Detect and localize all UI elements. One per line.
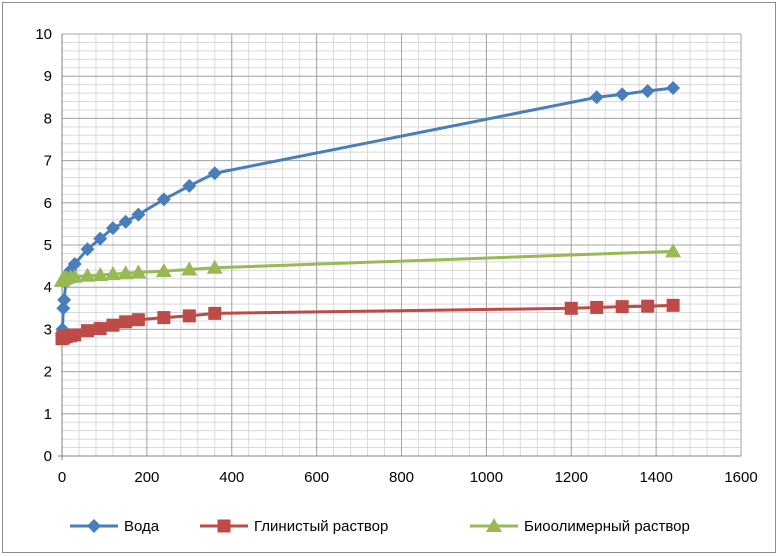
- data-point: [92, 266, 109, 281]
- data-point: [206, 259, 223, 274]
- data-point: [105, 221, 120, 236]
- legend-item: Биоолимерный раствор: [470, 518, 690, 535]
- x-tick-label: 1200: [555, 469, 588, 486]
- data-point: [589, 90, 604, 105]
- data-point: [665, 243, 682, 258]
- y-tick-label: 4: [44, 279, 52, 296]
- data-point: [181, 261, 198, 276]
- legend-label: Глинистый раствор: [254, 518, 388, 535]
- data-point: [666, 298, 680, 312]
- legend-marker: [87, 519, 101, 533]
- series-2: [55, 298, 680, 346]
- x-tick-label: 800: [389, 469, 414, 486]
- data-point: [56, 301, 71, 316]
- y-tick-label: 10: [35, 26, 52, 43]
- legend-label: Биоолимерный раствор: [524, 518, 690, 535]
- data-point: [590, 300, 604, 314]
- x-tick-label: 1000: [470, 469, 503, 486]
- data-point: [93, 231, 108, 246]
- data-point: [156, 192, 171, 207]
- data-point: [182, 309, 196, 323]
- data-point: [106, 318, 120, 332]
- y-tick-label: 8: [44, 110, 52, 127]
- data-point: [666, 81, 681, 96]
- data-point: [207, 166, 222, 181]
- x-tick-label: 1400: [639, 469, 672, 486]
- y-tick-label: 0: [44, 448, 52, 465]
- data-point: [104, 266, 121, 281]
- x-tick-label: 600: [304, 469, 329, 486]
- data-point: [640, 83, 655, 98]
- legend-marker: [217, 519, 231, 533]
- data-point: [118, 214, 133, 229]
- y-tick-label: 2: [44, 364, 52, 381]
- x-tick-label: 1600: [724, 469, 757, 486]
- data-point: [80, 242, 95, 257]
- legend-item: Вода: [70, 518, 160, 535]
- series-3: [54, 243, 682, 287]
- x-tick-label: 0: [58, 469, 66, 486]
- x-axis-tick-labels: 0 200 400 600 800 1000 1200 1400 1600: [58, 469, 758, 486]
- data-point: [117, 265, 134, 280]
- y-tick-label: 5: [44, 237, 52, 254]
- data-point: [131, 313, 145, 327]
- y-tick-label: 3: [44, 321, 52, 338]
- y-tick-label: 6: [44, 195, 52, 212]
- data-point: [182, 178, 197, 193]
- data-point: [68, 328, 82, 342]
- legend-item: Глинистый раствор: [200, 518, 388, 535]
- data-point: [641, 299, 655, 313]
- series-layer: [54, 81, 682, 346]
- data-point: [57, 292, 72, 307]
- y-tick-label: 1: [44, 406, 52, 423]
- data-point: [66, 268, 83, 283]
- x-tick-label: 200: [134, 469, 159, 486]
- data-point: [157, 311, 171, 325]
- data-point: [80, 324, 94, 338]
- data-point: [119, 315, 133, 329]
- data-point: [615, 300, 629, 314]
- data-point: [155, 263, 172, 278]
- x-tick-label: 400: [219, 469, 244, 486]
- legend-label: Вода: [124, 518, 160, 535]
- data-point: [130, 264, 147, 279]
- y-axis-tick-labels: 0 1 2 3 4 5 6 7 8 9 10: [35, 26, 52, 465]
- legend-marker: [486, 518, 502, 532]
- grid: [58, 33, 742, 460]
- data-point: [93, 322, 107, 336]
- data-point: [564, 301, 578, 315]
- data-point: [208, 306, 222, 320]
- data-point: [79, 267, 96, 282]
- y-tick-label: 9: [44, 68, 52, 85]
- data-point: [67, 256, 82, 271]
- data-point: [131, 207, 146, 222]
- y-tick-label: 7: [44, 153, 52, 170]
- data-point: [615, 87, 630, 102]
- legend: Вода Глинистый раствор Биоолимерный раство…: [70, 518, 690, 535]
